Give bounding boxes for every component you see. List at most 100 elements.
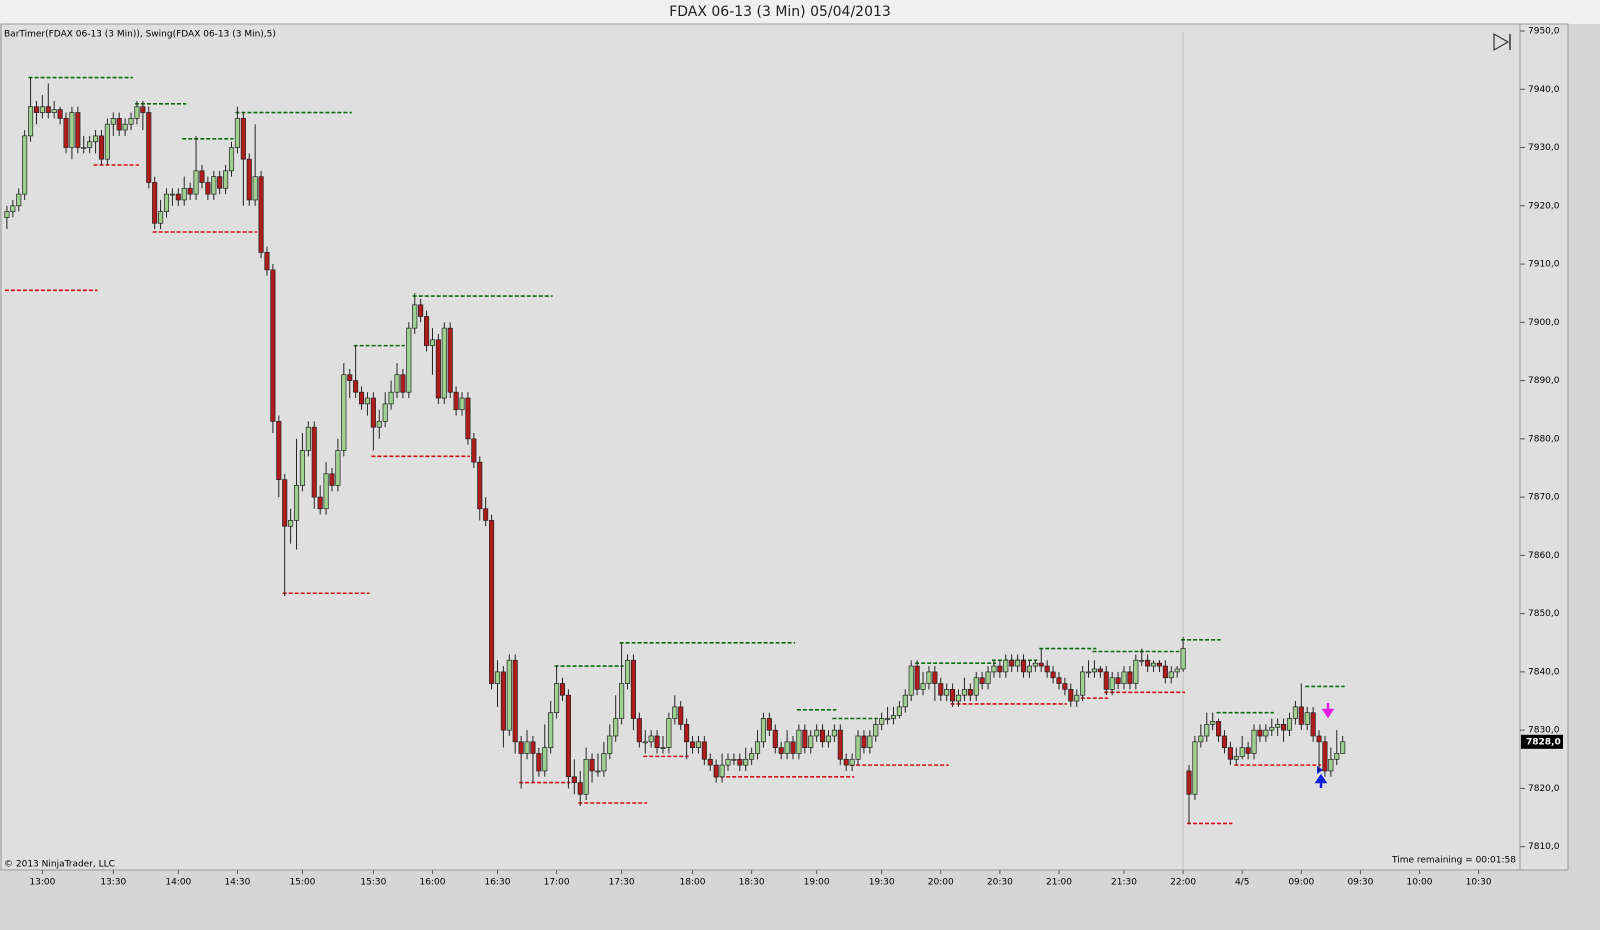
candle — [211, 170, 217, 200]
candle — [932, 666, 938, 702]
buy-arrow — [1314, 773, 1328, 788]
candle — [1281, 718, 1287, 742]
candle — [950, 683, 956, 707]
candle — [1227, 741, 1233, 766]
candle-body — [400, 374, 406, 393]
candle — [1068, 683, 1074, 707]
candle-body — [873, 723, 879, 737]
candle — [453, 386, 459, 416]
candle-body — [997, 665, 1003, 673]
candle — [1121, 666, 1127, 690]
candle-body — [258, 176, 264, 253]
x-tick-label: 09:00 — [1288, 878, 1314, 888]
candle-body — [240, 118, 246, 160]
candle — [169, 188, 175, 206]
candle — [926, 666, 932, 690]
candle — [749, 747, 755, 766]
candle — [1304, 706, 1310, 731]
candle — [51, 100, 57, 119]
candle — [1221, 730, 1228, 754]
candle — [471, 433, 477, 468]
candle-body — [187, 187, 193, 195]
candle — [400, 368, 406, 399]
candle — [1210, 712, 1216, 731]
candle — [276, 415, 282, 498]
candle — [87, 135, 93, 154]
candle — [1015, 654, 1021, 672]
candle — [1192, 735, 1198, 801]
candle-body — [1216, 721, 1222, 737]
candle-body — [394, 374, 400, 393]
candle — [258, 170, 264, 259]
candle — [205, 176, 211, 200]
candle-body — [1239, 747, 1245, 757]
candle — [311, 421, 317, 509]
candle — [347, 368, 353, 399]
candle-body — [1097, 668, 1103, 673]
candle — [418, 299, 424, 323]
candle — [341, 363, 347, 457]
candle-body — [211, 176, 217, 195]
candle-body — [896, 706, 902, 716]
candle-body — [223, 170, 229, 189]
candle-body — [766, 718, 772, 731]
candle-body — [506, 659, 512, 731]
candle — [879, 712, 885, 731]
candle — [234, 106, 240, 154]
candle-body — [87, 141, 93, 148]
candle — [731, 753, 737, 766]
x-tick-label: 21:30 — [1111, 878, 1137, 888]
candle-body — [624, 659, 631, 684]
x-tick-label: 10:00 — [1407, 878, 1433, 888]
plot-area — [0, 23, 1521, 871]
candle-body — [636, 718, 642, 743]
candle — [317, 485, 323, 515]
candle — [695, 735, 701, 754]
candle — [364, 392, 371, 416]
candle-body — [45, 106, 51, 113]
candle-body — [512, 659, 518, 743]
candle-body — [1233, 756, 1239, 760]
candle-body — [158, 211, 164, 224]
candle-body — [28, 106, 34, 137]
candle-body — [122, 123, 128, 131]
candle — [134, 100, 140, 125]
candle — [648, 730, 654, 748]
candle-body — [613, 718, 619, 737]
candle-body — [1186, 770, 1192, 795]
candle — [707, 753, 713, 771]
candle-body — [731, 758, 737, 761]
candle — [1074, 689, 1080, 707]
candle-body — [16, 193, 22, 207]
candle — [158, 199, 164, 230]
candle-body — [961, 689, 967, 696]
candle — [820, 724, 826, 748]
candle-body — [955, 694, 962, 702]
candle-body — [695, 741, 701, 748]
candle — [571, 759, 577, 795]
candle — [394, 363, 400, 399]
candle-body — [341, 374, 347, 451]
candle-body — [902, 694, 908, 708]
candle — [577, 770, 583, 806]
scroll-end-button[interactable] — [1493, 32, 1511, 52]
candle — [187, 182, 193, 200]
candle-body — [353, 380, 359, 393]
candle — [1145, 654, 1151, 672]
candle — [601, 741, 607, 777]
candle-body — [1340, 741, 1346, 754]
candle — [542, 724, 548, 777]
y-tick-label: 7950,0 — [1528, 26, 1560, 36]
candle-body — [760, 718, 767, 743]
candle — [861, 730, 867, 754]
candle-body — [725, 758, 731, 766]
candle — [1298, 683, 1304, 731]
candle-body — [335, 450, 341, 486]
candle — [985, 666, 991, 690]
candle-body — [358, 391, 365, 405]
candle — [619, 642, 625, 725]
candle-body — [524, 741, 530, 754]
candle-body — [554, 683, 560, 714]
x-tick-label: 4/5 — [1235, 878, 1249, 888]
x-tick-label: 15:30 — [360, 878, 386, 888]
